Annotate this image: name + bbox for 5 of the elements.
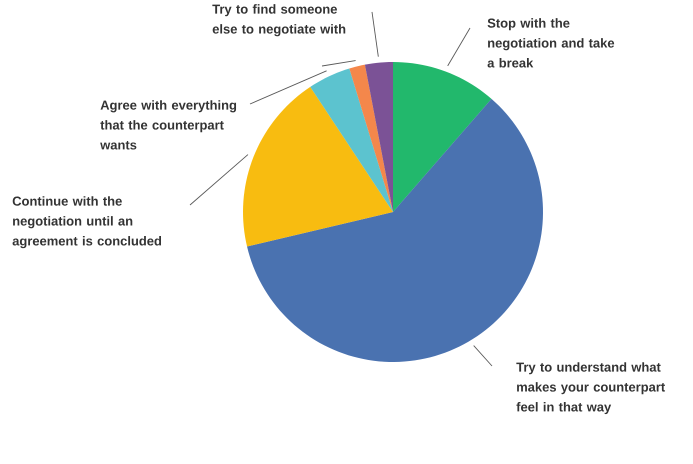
slice-label: Continue with the negotiation until an agreement is concluded bbox=[12, 196, 162, 248]
slice-label: Try to understand what makes your counterpart feel in that way bbox=[516, 362, 666, 414]
slice-label: Agree with everything that the counterpart wants bbox=[100, 100, 236, 150]
slice-label: Stop with the negotiation and take a break bbox=[488, 18, 614, 68]
slice-label: Try to find someone else to negotiate with bbox=[212, 4, 346, 36]
